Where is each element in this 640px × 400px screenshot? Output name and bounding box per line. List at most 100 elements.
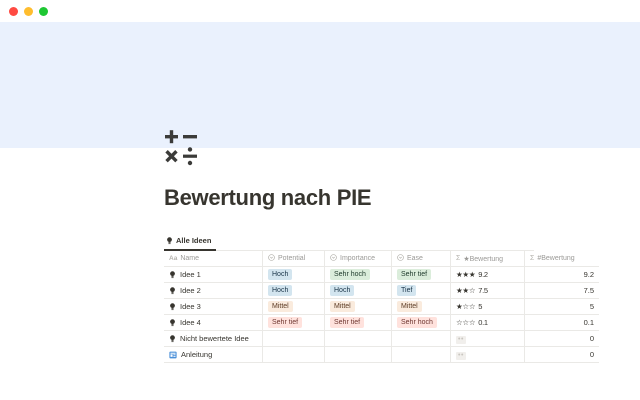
cell-ease[interactable]: Tief [391,282,451,300]
cell-ease[interactable]: Mittel [391,298,451,316]
ideas-database-table: Aa Name Potential [164,251,599,364]
cell-number[interactable]: 0 [524,330,599,348]
table-body: Idee 1 Hoch Sehr hoch Sehr tief ★★★ 9.2 9… [164,266,599,364]
cell-star-rating[interactable]: ★☆☆ 5 [450,298,525,316]
cell-name[interactable]: Idee 2 [164,282,263,300]
column-header-ease[interactable]: Ease [391,251,451,268]
tag: Hoch [268,269,293,281]
table-row[interactable]: Idee 3 Mittel Mittel Mittel ★☆☆ 5 5 [164,298,599,316]
empty-value-placeholder: •• [456,351,466,360]
table-row[interactable]: Idee 2 Hoch Hoch Tief ★★☆ 7.5 7.5 [164,282,599,300]
empty-value-placeholder: •• [456,335,466,344]
star-glyphs: ★★☆ [456,286,476,296]
tag: Mittel [268,301,293,313]
column-header-potential[interactable]: Potential [262,251,325,268]
cell-number[interactable]: 9.2 [524,266,599,284]
cell-star-rating[interactable]: ☆☆☆ 0.1 [450,314,525,332]
table-row[interactable]: Idee 1 Hoch Sehr hoch Sehr tief ★★★ 9.2 9… [164,266,599,284]
select-icon [397,254,404,263]
cell-potential[interactable]: Mittel [262,298,325,316]
tag: Sehr tief [268,317,303,329]
column-header-label: Potential [278,255,306,263]
formula-sigma-icon: Σ [456,255,461,263]
cell-importance[interactable] [324,346,392,364]
cell-potential[interactable]: Sehr tief [262,314,325,332]
cell-importance[interactable]: Sehr tief [324,314,392,332]
table-row[interactable]: Nicht bewertete Idee •• 0 [164,330,599,348]
lightbulb-icon [169,302,176,311]
database-view-tabs: Alle Ideen [164,234,534,252]
cell-star-rating[interactable]: ★★☆ 7.5 [450,282,525,300]
column-header-label: #Bewertung [537,255,575,263]
minimize-window-button[interactable] [24,6,33,16]
cell-name[interactable]: Idee 1 [164,266,263,284]
cell-number[interactable]: 0 [524,346,599,364]
table-header-row: Aa Name Potential [164,251,599,268]
cell-potential[interactable] [262,330,325,348]
formula-sigma-icon: Σ [530,255,535,263]
lightbulb-icon [166,236,173,245]
tag: Sehr hoch [330,269,370,281]
cell-importance[interactable]: Mittel [324,298,392,316]
cell-potential[interactable] [262,346,325,364]
tag: Sehr hoch [397,317,437,329]
tag: Tief [397,285,417,297]
select-icon [330,254,337,263]
star-value: 9.2 [478,270,488,280]
cell-potential[interactable]: Hoch [262,266,325,284]
page-cover-banner[interactable] [0,22,640,148]
tag: Hoch [268,285,293,297]
star-glyphs: ★★★ [456,270,476,280]
star-glyphs: ☆☆☆ [456,318,476,328]
column-header-num-bewertung[interactable]: Σ #Bewertung [524,251,599,268]
table-row[interactable]: Anleitung •• 0 [164,346,599,364]
column-header-label: Importance [340,255,376,263]
cell-name[interactable]: Nicht bewertete Idee [164,330,263,348]
close-window-button[interactable] [9,6,18,16]
cell-number[interactable]: 7.5 [524,282,599,300]
column-header-label: Name [180,255,199,263]
maximize-window-button[interactable] [39,6,48,16]
cell-ease[interactable] [391,346,451,364]
tag: Hoch [330,285,355,297]
row-title: Idee 2 [180,286,201,296]
column-header-name[interactable]: Aa Name [164,251,263,268]
page-content: Bewertung nach PIE Alle Ideen Aa Name [0,128,640,364]
column-header-star-bewertung[interactable]: Σ ★Bewertung [450,251,525,268]
table-row[interactable]: Idee 4 Sehr tief Sehr tief Sehr hoch ☆☆☆… [164,314,599,332]
cell-name[interactable]: Idee 3 [164,298,263,316]
page-document-icon [169,351,177,359]
tag: Mittel [330,301,355,313]
cell-importance[interactable]: Sehr hoch [324,266,392,284]
cell-star-rating[interactable]: ★★★ 9.2 [450,266,525,284]
column-header-importance[interactable]: Importance [324,251,392,268]
tag: Sehr tief [397,269,432,281]
column-header-label: ★Bewertung [463,255,504,263]
tag: Mittel [397,301,422,313]
cell-ease[interactable]: Sehr tief [391,266,451,284]
cell-ease[interactable] [391,330,451,348]
cell-importance[interactable]: Hoch [324,282,392,300]
star-glyphs: ★☆☆ [456,302,476,312]
row-title: Nicht bewertete Idee [180,334,249,344]
cell-star-rating[interactable]: •• [450,346,525,364]
cell-name[interactable]: Anleitung [164,346,263,364]
cell-potential[interactable]: Hoch [262,282,325,300]
text-aa-icon: Aa [169,255,178,263]
row-title: Anleitung [181,350,213,360]
cell-importance[interactable] [324,330,392,348]
row-title: Idee 3 [180,302,201,312]
cell-star-rating[interactable]: •• [450,330,525,348]
page-title[interactable]: Bewertung nach PIE [164,185,372,210]
column-header-label: Ease [407,255,423,263]
select-icon [268,254,275,263]
star-value: 0.1 [478,318,488,328]
cell-number[interactable]: 5 [524,298,599,316]
cell-number[interactable]: 0.1 [524,314,599,332]
view-tab-alle-ideen[interactable]: Alle Ideen [164,234,217,252]
lightbulb-icon [169,286,176,295]
math-operators-icon[interactable] [164,128,620,168]
lightbulb-icon [169,318,176,327]
cell-ease[interactable]: Sehr hoch [391,314,451,332]
cell-name[interactable]: Idee 4 [164,314,263,332]
